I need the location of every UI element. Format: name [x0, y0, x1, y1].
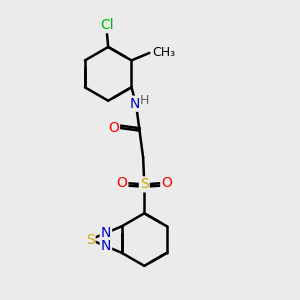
Text: O: O — [108, 121, 119, 135]
Text: CH₃: CH₃ — [152, 46, 175, 59]
Text: Cl: Cl — [100, 18, 113, 32]
Text: N: N — [101, 239, 111, 253]
Text: N: N — [129, 97, 140, 111]
Text: S: S — [140, 177, 149, 191]
Text: O: O — [116, 176, 128, 190]
Text: O: O — [161, 176, 172, 190]
Text: H: H — [140, 94, 150, 107]
Text: N: N — [101, 226, 111, 240]
Text: S: S — [86, 232, 94, 247]
